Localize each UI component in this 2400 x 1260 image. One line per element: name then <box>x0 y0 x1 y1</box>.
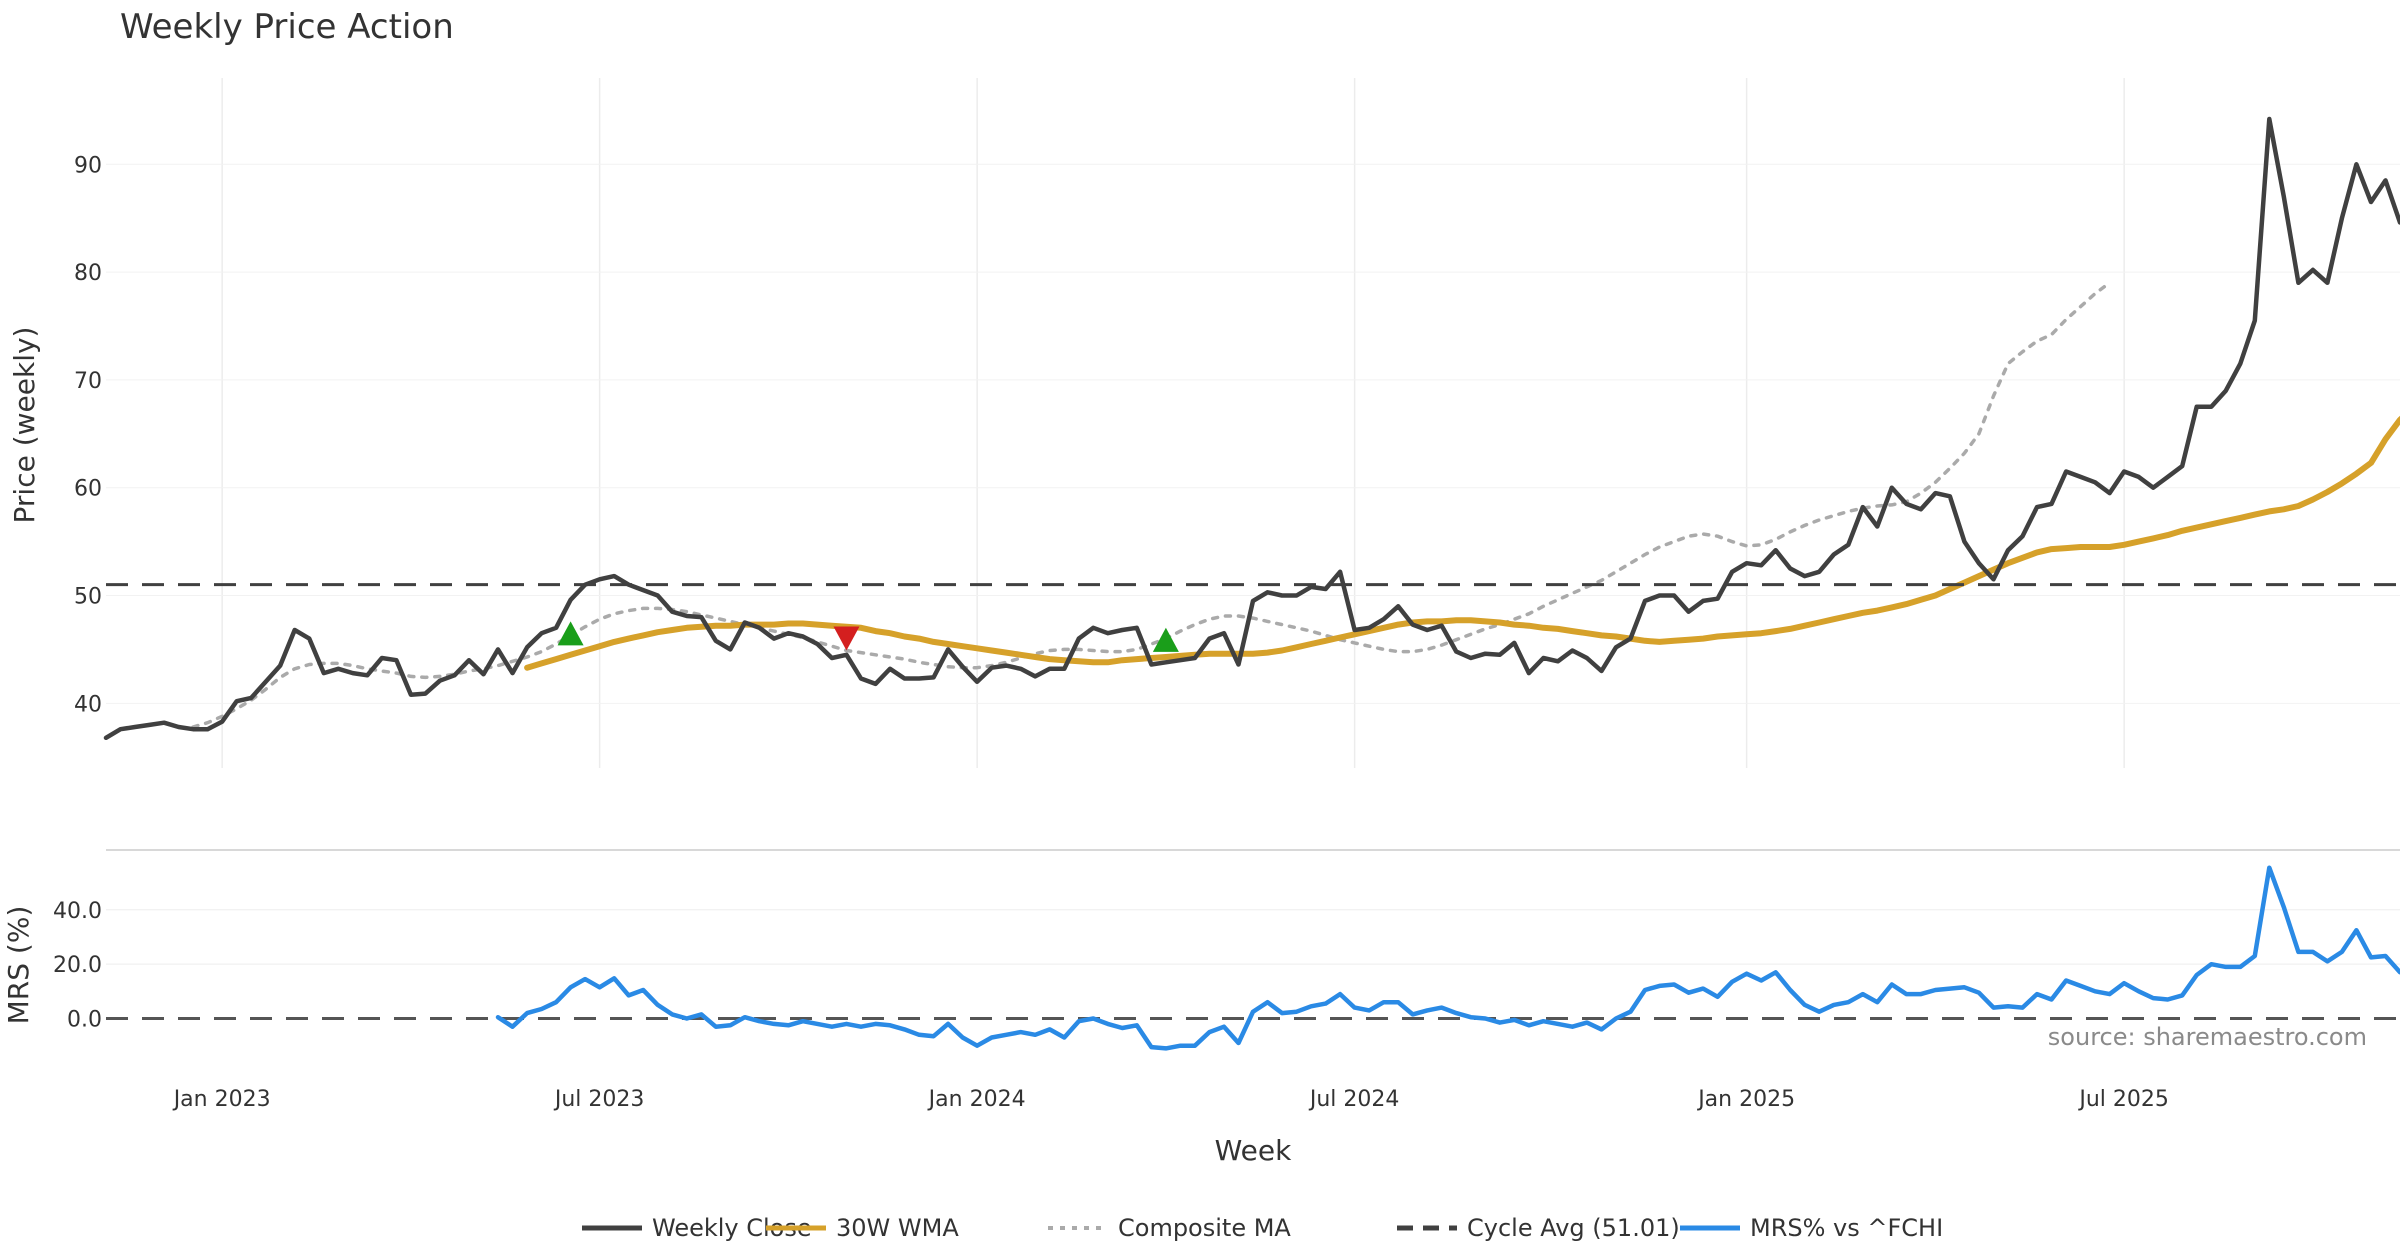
legend-item-cycle-avg-51-01[interactable]: Cycle Avg (51.01) <box>1397 1214 1680 1242</box>
legend[interactable]: Weekly Close 30W WMA Composite MA Cycle Avg… <box>582 1214 1943 1242</box>
x-tick-label: Jan 2025 <box>1696 1087 1795 1112</box>
price-y-tick-label: 70 <box>74 369 102 394</box>
price-30w-wma-line <box>524 415 2400 671</box>
price-weekly-close-line <box>103 116 2400 741</box>
x-tick-label: Jul 2023 <box>553 1087 645 1112</box>
legend-item-composite-ma[interactable]: Composite MA <box>1048 1214 1291 1242</box>
x-tick-label: Jul 2025 <box>2077 1087 2169 1112</box>
mrs-y-tick-label: 40.0 <box>53 899 102 924</box>
x-tick-label: Jul 2024 <box>1308 1087 1400 1112</box>
price-series-group <box>103 116 2400 741</box>
mrs-y-tick-label: 0.0 <box>67 1008 102 1033</box>
legend-label: MRS% vs ^FCHI <box>1750 1214 1943 1242</box>
x-tick-label: Jan 2024 <box>927 1087 1026 1112</box>
mrs-y-axis-label: MRS (%) <box>2 906 35 1025</box>
legend-label: Composite MA <box>1118 1214 1291 1242</box>
price-y-tick-label: 60 <box>74 477 102 502</box>
mrs-mrs-vs-fchi-line <box>495 865 2400 1051</box>
sell-signal-marker <box>833 626 860 651</box>
price-y-tick-label: 90 <box>74 153 102 178</box>
chart-title: Weekly Price Action <box>120 7 454 47</box>
signal-markers <box>557 621 1179 652</box>
price-y-axis-label: Price (weekly) <box>8 327 41 524</box>
x-tick-label: Jan 2023 <box>172 1087 271 1112</box>
mrs-y-tick-label: 20.0 <box>53 953 102 978</box>
price-y-ticks: 40 50 60 70 80 90 <box>74 153 102 717</box>
legend-item-mrs-vs-fchi[interactable]: MRS% vs ^FCHI <box>1680 1214 1943 1242</box>
x-axis-label: Week <box>1215 1134 1292 1167</box>
mrs-panel-grid <box>106 909 2400 965</box>
price-composite-ma-line <box>191 281 2112 729</box>
buy-signal-marker <box>1152 627 1179 652</box>
legend-label: 30W WMA <box>836 1214 959 1242</box>
source-label: source: sharemaestro.com <box>2048 1023 2367 1051</box>
price-panel-grid <box>106 78 2400 768</box>
price-y-tick-label: 40 <box>74 692 102 717</box>
mrs-y-ticks: 0.0 20.0 40.0 <box>53 899 102 1033</box>
mrs-series-group <box>106 865 2400 1051</box>
x-ticks: Jan 2023 Jul 2023 Jan 2024 Jul 2024 Jan 2025… <box>172 1087 2169 1112</box>
price-y-tick-label: 80 <box>74 261 102 286</box>
legend-label: Cycle Avg (51.01) <box>1467 1214 1680 1242</box>
price-y-tick-label: 50 <box>74 585 102 610</box>
buy-signal-marker <box>557 621 584 646</box>
legend-item-30w-wma[interactable]: 30W WMA <box>766 1214 959 1242</box>
